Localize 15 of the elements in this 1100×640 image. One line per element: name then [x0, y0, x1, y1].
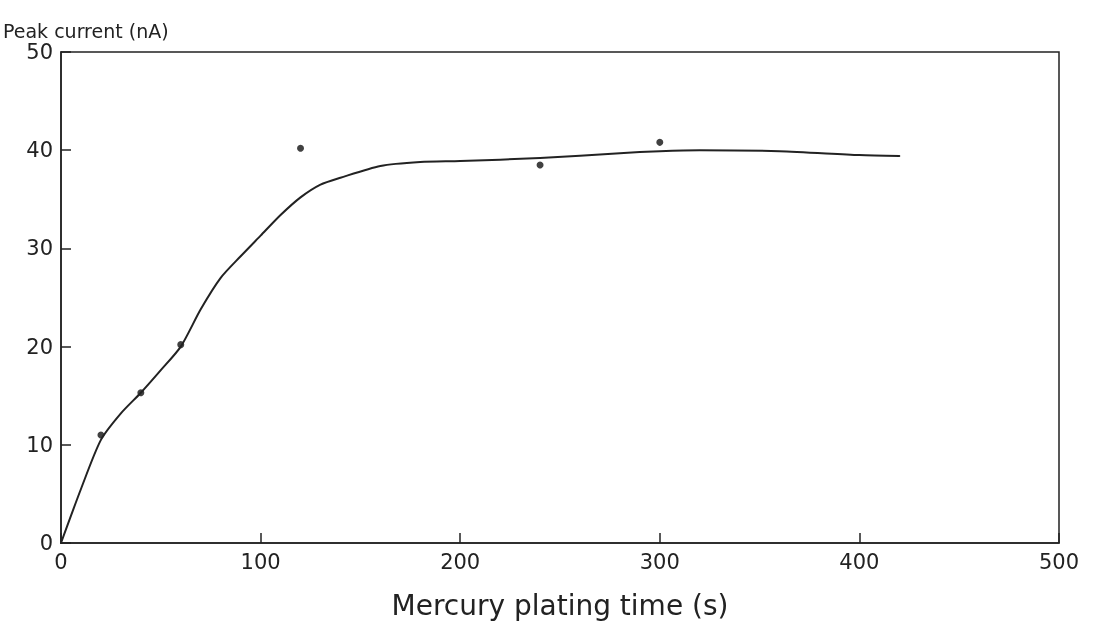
y-tick-label: 0: [39, 531, 53, 555]
point: [656, 138, 664, 146]
x-tick-label: 300: [639, 549, 680, 574]
x-tick-label: 100: [240, 549, 281, 574]
x-tick-label: 400: [839, 549, 880, 574]
y-tick-label: 10: [26, 432, 53, 457]
x-tick-label: 200: [440, 549, 481, 574]
x-tick-label: 500: [1038, 549, 1080, 574]
x-axis-title: Mercury plating time (s): [391, 588, 729, 622]
y-axis-title: Peak current (nA): [3, 19, 169, 42]
y-tick-label: 30: [26, 236, 53, 261]
y-tick-label: 20: [26, 334, 53, 359]
y-tick-label: 50: [26, 40, 53, 64]
y-tick-label: 40: [26, 138, 53, 163]
point: [297, 144, 305, 152]
